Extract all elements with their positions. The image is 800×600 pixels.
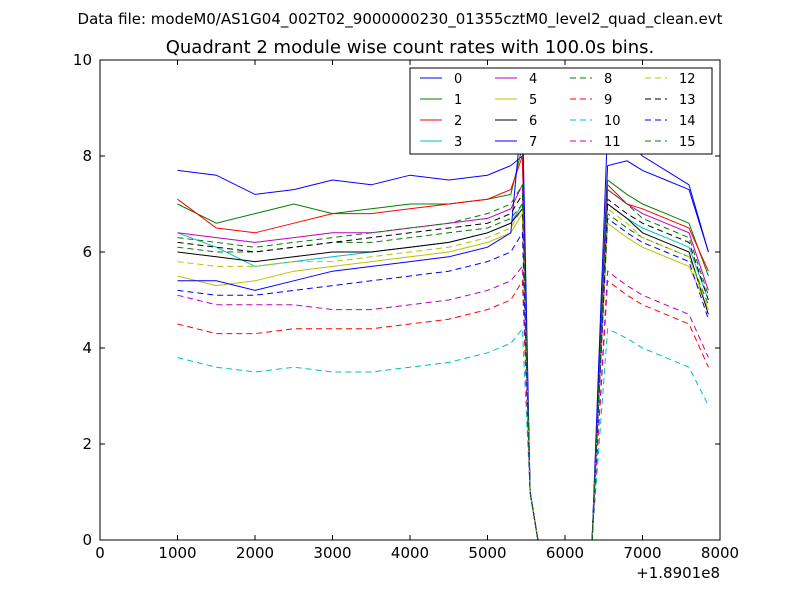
legend-label-10: 10 [604, 114, 621, 129]
x-tick-label: 2000 [236, 544, 274, 562]
x-tick-label: 0 [95, 544, 105, 562]
series-line-13 [177, 192, 709, 541]
legend-label-9: 9 [604, 93, 612, 108]
legend-label-8: 8 [604, 72, 612, 87]
legend-label-4: 4 [529, 72, 537, 87]
y-tick-label: 8 [82, 147, 92, 165]
series-line-11 [177, 265, 709, 541]
legend-label-5: 5 [529, 93, 537, 108]
series-line-12 [177, 207, 709, 541]
figure-suptitle: Data file: modeM0/AS1G04_002T02_90000002… [78, 10, 723, 29]
chart-title: Quadrant 2 module wise count rates with … [166, 37, 655, 58]
y-tick-label: 4 [82, 339, 92, 357]
series-line-10 [177, 327, 709, 541]
legend-label-15: 15 [679, 135, 696, 150]
series-line-7 [177, 107, 709, 541]
x-tick-label: 3000 [313, 544, 351, 562]
legend-label-7: 7 [529, 135, 537, 150]
series-line-2 [177, 155, 709, 541]
series-line-4 [177, 184, 709, 541]
legend-label-14: 14 [679, 114, 696, 129]
x-tick-label: 8000 [701, 544, 739, 562]
series-line-15 [177, 183, 709, 541]
y-tick-label: 6 [82, 243, 92, 261]
series-line-5 [177, 211, 709, 541]
x-tick-label: 6000 [546, 544, 584, 562]
y-tick-label: 10 [73, 51, 92, 69]
legend-label-6: 6 [529, 114, 537, 129]
x-offset-label: +1.8901e8 [636, 564, 720, 582]
legend-label-1: 1 [454, 93, 462, 108]
legend-label-2: 2 [454, 114, 462, 129]
series-line-0 [177, 154, 709, 541]
plot-area [177, 107, 709, 541]
y-tick-label: 0 [82, 531, 92, 549]
legend-label-11: 11 [604, 135, 621, 150]
x-tick-label: 7000 [623, 544, 661, 562]
legend-label-0: 0 [454, 72, 462, 87]
legend-label-3: 3 [454, 135, 462, 150]
legend-label-13: 13 [679, 93, 696, 108]
y-tick-label: 2 [82, 435, 92, 453]
legend-label-12: 12 [679, 72, 696, 87]
x-tick-label: 4000 [391, 544, 429, 562]
series-line-9 [177, 279, 709, 541]
legend-box [409, 67, 713, 155]
x-tick-label: 5000 [468, 544, 506, 562]
x-tick-label: 1000 [158, 544, 196, 562]
series-line-14 [177, 217, 709, 541]
